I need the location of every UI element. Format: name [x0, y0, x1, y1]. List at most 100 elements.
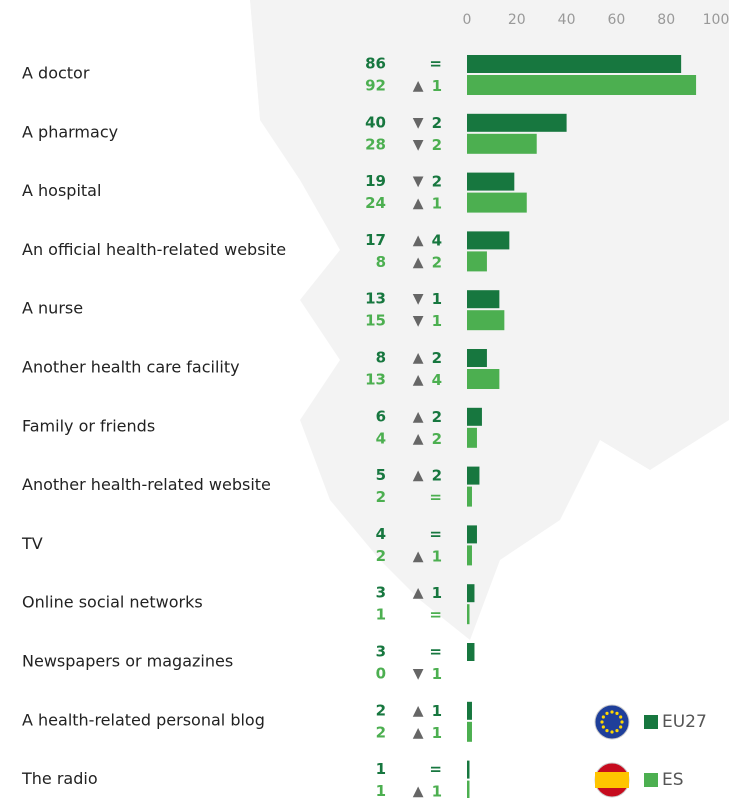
bar: [467, 427, 477, 448]
category-label: The radio: [21, 769, 98, 788]
value-label: 2: [376, 723, 386, 741]
value-label: 3: [376, 643, 386, 661]
value-label: 2: [376, 488, 386, 506]
change-label: ▼ 1: [413, 665, 442, 683]
category-label: Another health-related website: [22, 475, 271, 494]
bar: [467, 231, 510, 250]
bar: [467, 701, 472, 720]
bar: [467, 584, 475, 603]
change-label: =: [429, 488, 442, 506]
x-tick-label: 40: [558, 12, 576, 28]
value-label: 86: [365, 55, 386, 73]
change-label: ▲ 2: [413, 349, 442, 367]
flag-star: [610, 710, 614, 714]
value-label: 1: [376, 782, 386, 798]
bar: [467, 525, 477, 544]
change-label: ▲ 4: [413, 231, 442, 249]
bar: [467, 55, 682, 73]
bar: [467, 310, 505, 331]
flag-band: [595, 772, 629, 788]
category-label: Another health care facility: [22, 358, 240, 377]
flag-star: [615, 711, 619, 715]
legend-flag: [594, 762, 630, 798]
category-label: An official health-related website: [22, 240, 286, 259]
bar: [467, 643, 475, 661]
flag-star: [619, 725, 623, 729]
value-label: 2: [376, 701, 386, 719]
x-tick-label: 60: [607, 12, 625, 28]
change-label: ▲ 1: [413, 584, 442, 602]
value-label: 24: [365, 194, 386, 212]
change-label: ▲ 2: [413, 429, 442, 447]
x-tick-label: 80: [657, 12, 675, 28]
change-label: ▲ 1: [413, 77, 442, 95]
legend-label: EU27: [662, 712, 707, 732]
value-label: 2: [376, 547, 386, 565]
category-label: A hospital: [22, 181, 101, 200]
bar: [467, 290, 500, 309]
change-label: ▲ 1: [413, 701, 442, 719]
legend-label: ES: [662, 770, 684, 790]
flag-star: [615, 729, 619, 733]
value-label: 0: [376, 665, 386, 683]
flag-star: [601, 715, 605, 719]
value-label: 17: [365, 231, 386, 249]
category-label: A pharmacy: [22, 122, 118, 141]
change-label: ▼ 2: [413, 172, 442, 190]
flag-star: [619, 715, 623, 719]
change-label: ▲ 1: [413, 547, 442, 565]
flag-star: [610, 730, 614, 734]
bar: [467, 133, 537, 154]
value-label: 1: [376, 760, 386, 778]
change-label: ▼ 2: [413, 135, 442, 153]
category-label: Online social networks: [22, 593, 203, 612]
change-label: ▼ 1: [413, 290, 442, 308]
change-label: ▼ 2: [413, 113, 442, 131]
x-tick-label: 20: [508, 12, 526, 28]
flag-star: [600, 720, 604, 724]
change-label: =: [429, 643, 442, 661]
change-label: =: [429, 525, 442, 543]
category-label: TV: [21, 534, 43, 553]
category-label: A health-related personal blog: [22, 710, 265, 729]
bar: [467, 251, 487, 272]
value-label: 19: [365, 172, 386, 190]
change-label: ▲ 2: [413, 466, 442, 484]
bar: [467, 780, 470, 798]
value-label: 8: [376, 253, 386, 271]
category-label: A nurse: [22, 299, 83, 318]
value-label: 40: [365, 113, 386, 131]
change-label: ▲ 2: [413, 407, 442, 425]
category-label: Family or friends: [22, 416, 155, 435]
bar: [467, 172, 515, 191]
value-label: 8: [376, 349, 386, 367]
x-tick-label: 100: [703, 12, 729, 28]
bar: [467, 760, 470, 779]
flag-star: [605, 711, 609, 715]
value-label: 3: [376, 584, 386, 602]
value-label: 15: [365, 312, 386, 330]
bar: [467, 349, 487, 367]
change-label: ▲ 4: [413, 371, 442, 389]
change-label: ▼ 1: [413, 312, 442, 330]
flag-star: [601, 725, 605, 729]
change-label: ▲ 1: [413, 194, 442, 212]
legend-swatch: [644, 773, 658, 787]
change-label: ▲ 1: [413, 782, 442, 798]
change-label: =: [429, 55, 442, 73]
value-label: 4: [376, 429, 386, 447]
change-label: =: [429, 760, 442, 778]
change-label: ▲ 1: [413, 723, 442, 741]
value-label: 4: [376, 525, 386, 543]
change-label: =: [429, 606, 442, 624]
flag-circle: [594, 704, 630, 740]
bar: [467, 604, 470, 625]
bar: [467, 75, 697, 95]
bar: [467, 407, 482, 426]
bar: [467, 486, 472, 507]
legend-flag: [594, 704, 630, 740]
bar: [467, 466, 480, 485]
value-label: 28: [365, 135, 386, 153]
x-tick-label: 0: [463, 12, 472, 28]
